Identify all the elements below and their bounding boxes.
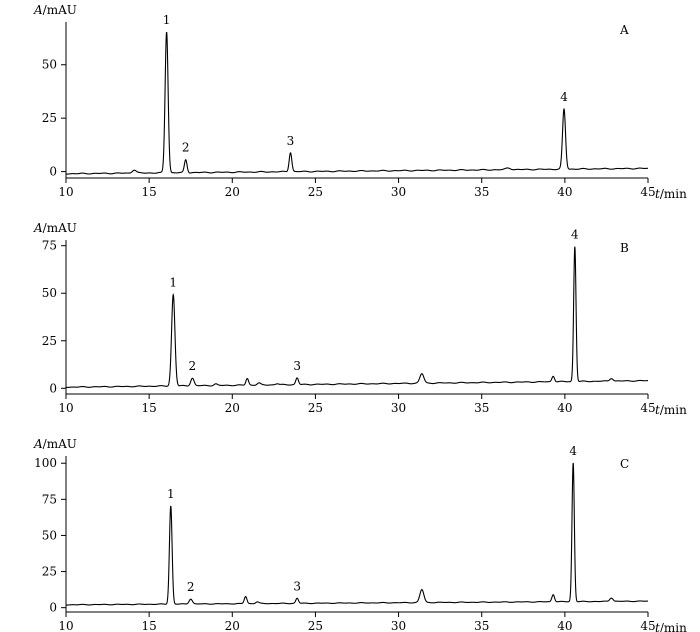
peak-label: 4 bbox=[569, 444, 577, 458]
x-axis-title: t/min bbox=[655, 187, 687, 201]
signal-trace bbox=[65, 31, 649, 175]
x-tick-label: 45 bbox=[640, 401, 655, 415]
x-tick-label: 35 bbox=[474, 401, 489, 415]
chromatogram-panel-B: 10 15 20 25 30 35 40 45 0 25 50 75 A/mAU t/min B 1 2 3 4 bbox=[33, 221, 687, 417]
peak-label: 2 bbox=[182, 141, 190, 155]
x-axis-title: t/min bbox=[655, 403, 687, 417]
y-tick-label: 100 bbox=[34, 456, 57, 470]
peak-label: 1 bbox=[167, 487, 175, 501]
panel-label: A bbox=[619, 23, 629, 37]
signal-trace bbox=[65, 246, 649, 389]
y-tick-label: 50 bbox=[42, 528, 57, 542]
y-tick-label: 75 bbox=[42, 492, 57, 506]
x-tick-label: 15 bbox=[142, 185, 157, 199]
x-axis-title: t/min bbox=[655, 621, 687, 632]
x-tick-label: 30 bbox=[391, 185, 406, 199]
x-tick-label: 10 bbox=[58, 619, 73, 632]
x-tick-label: 20 bbox=[225, 619, 240, 632]
panel-label: B bbox=[620, 241, 629, 255]
x-tick-label: 35 bbox=[474, 185, 489, 199]
x-tick-label: 25 bbox=[308, 619, 323, 632]
x-tick-label: 45 bbox=[640, 185, 655, 199]
chromatogram-panel-A: 10 15 20 25 30 35 40 45 0 25 50 A/mAU t/min A 1 2 3 4 bbox=[33, 3, 687, 201]
x-tick-label: 25 bbox=[308, 185, 323, 199]
chromatogram-panel-C: 10 15 20 25 30 35 40 45 0 25 50 75 100 A/mAU t/min C 1 2 3… bbox=[33, 437, 687, 632]
y-tick-label: 50 bbox=[42, 286, 57, 300]
x-tick-label: 15 bbox=[142, 619, 157, 632]
peak-label: 3 bbox=[287, 134, 295, 148]
x-tick-label: 40 bbox=[557, 185, 572, 199]
y-tick-label: 0 bbox=[49, 381, 57, 395]
x-tick-label: 30 bbox=[391, 401, 406, 415]
x-tick-label: 25 bbox=[308, 401, 323, 415]
x-tick-label: 15 bbox=[142, 401, 157, 415]
peak-label: 2 bbox=[189, 359, 197, 373]
peak-label: 3 bbox=[293, 359, 301, 373]
y-tick-label: 25 bbox=[42, 565, 57, 579]
y-tick-label: 50 bbox=[42, 58, 57, 72]
signal-trace bbox=[65, 462, 649, 606]
peak-label: 4 bbox=[560, 90, 568, 104]
peak-label: 4 bbox=[571, 228, 579, 242]
y-tick-label: 0 bbox=[49, 601, 57, 615]
y-axis-title: A/mAU bbox=[33, 221, 77, 235]
x-tick-label: 45 bbox=[640, 619, 655, 632]
x-tick-label: 10 bbox=[58, 401, 73, 415]
y-axis-title: A/mAU bbox=[33, 437, 77, 451]
x-tick-label: 40 bbox=[557, 619, 572, 632]
peak-label: 3 bbox=[293, 579, 301, 593]
y-tick-label: 25 bbox=[42, 111, 57, 125]
panel-label: C bbox=[620, 457, 629, 471]
y-tick-label: 75 bbox=[42, 239, 57, 253]
x-tick-label: 20 bbox=[225, 185, 240, 199]
y-axis-title: A/mAU bbox=[33, 3, 77, 17]
peak-label: 1 bbox=[169, 276, 177, 290]
y-tick-label: 25 bbox=[42, 334, 57, 348]
peak-label: 1 bbox=[163, 13, 171, 27]
x-tick-label: 20 bbox=[225, 401, 240, 415]
x-tick-label: 30 bbox=[391, 619, 406, 632]
x-tick-label: 40 bbox=[557, 401, 572, 415]
x-tick-label: 35 bbox=[474, 619, 489, 632]
x-tick-label: 10 bbox=[58, 185, 73, 199]
peak-label: 2 bbox=[187, 580, 195, 594]
y-tick-label: 0 bbox=[49, 165, 57, 179]
